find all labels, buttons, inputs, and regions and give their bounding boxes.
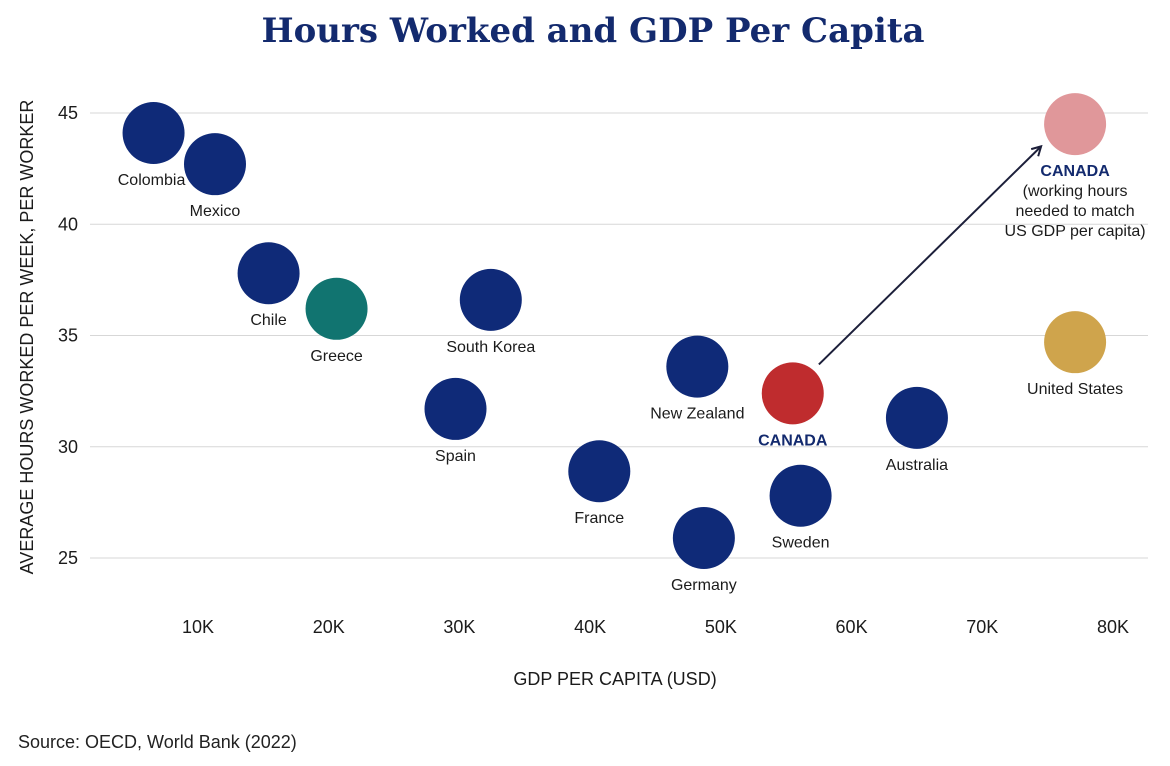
point-canada <box>761 362 824 425</box>
x-axis-title: GDP PER CAPITA (USD) <box>513 669 716 689</box>
label-france: France <box>574 510 624 527</box>
x-tick-label: 70K <box>966 617 998 637</box>
data-points <box>122 93 1107 569</box>
x-tick-label: 40K <box>574 617 606 637</box>
point-colombia <box>122 102 185 165</box>
x-tick-label: 30K <box>443 617 475 637</box>
point-greece <box>305 277 368 340</box>
label-colombia: Colombia <box>118 172 186 189</box>
point-south-korea <box>459 268 522 331</box>
label-united-states: United States <box>1027 381 1123 398</box>
point-germany <box>672 506 735 569</box>
label-new-zealand: New Zealand <box>650 406 744 423</box>
label-south-korea: South Korea <box>446 339 535 356</box>
label-spain: Spain <box>435 448 476 465</box>
x-tick-label: 20K <box>313 617 345 637</box>
label-canada-target-note: US GDP per capita) <box>1005 223 1146 240</box>
y-tick-label: 45 <box>58 103 78 123</box>
label-greece: Greece <box>310 348 363 365</box>
label-canada-target-note: (working hours <box>1023 183 1128 200</box>
x-axis-ticks: 10K 20K 30K 40K 50K 60K 70K 80K <box>182 617 1129 637</box>
point-mexico <box>183 133 246 196</box>
label-germany: Germany <box>671 577 737 594</box>
point-australia <box>885 386 948 449</box>
y-tick-label: 25 <box>58 548 78 568</box>
grid-lines <box>90 112 1148 559</box>
x-tick-label: 60K <box>836 617 868 637</box>
point-spain <box>424 377 487 440</box>
x-tick-label: 50K <box>705 617 737 637</box>
label-mexico: Mexico <box>190 203 241 220</box>
point-sweden <box>769 464 832 527</box>
annotation-arrow <box>818 146 1041 366</box>
label-canada-target-note: needed to match <box>1015 203 1134 220</box>
label-canada-target: CANADA <box>1040 163 1110 180</box>
label-australia: Australia <box>886 457 948 474</box>
x-tick-label: 10K <box>182 617 214 637</box>
source-note: Source: OECD, World Bank (2022) <box>18 732 297 752</box>
y-tick-label: 40 <box>58 214 78 234</box>
point-united-states <box>1044 311 1107 374</box>
y-axis-title: AVERAGE HOURS WORKED PER WEEK, PER WORKE… <box>17 100 37 575</box>
annotations <box>818 146 1041 366</box>
point-chile <box>237 242 300 305</box>
label-chile: Chile <box>250 312 287 329</box>
chart-title: Hours Worked and GDP Per Capita <box>261 11 924 51</box>
point-canada-target <box>1044 93 1107 156</box>
point-new-zealand <box>666 335 729 398</box>
x-tick-label: 80K <box>1097 617 1129 637</box>
label-canada: CANADA <box>758 432 828 449</box>
y-axis-ticks: 25 30 35 40 45 <box>58 103 78 568</box>
y-tick-label: 30 <box>58 437 78 457</box>
label-sweden: Sweden <box>772 535 830 552</box>
point-france <box>568 440 631 503</box>
y-tick-label: 35 <box>58 326 78 346</box>
